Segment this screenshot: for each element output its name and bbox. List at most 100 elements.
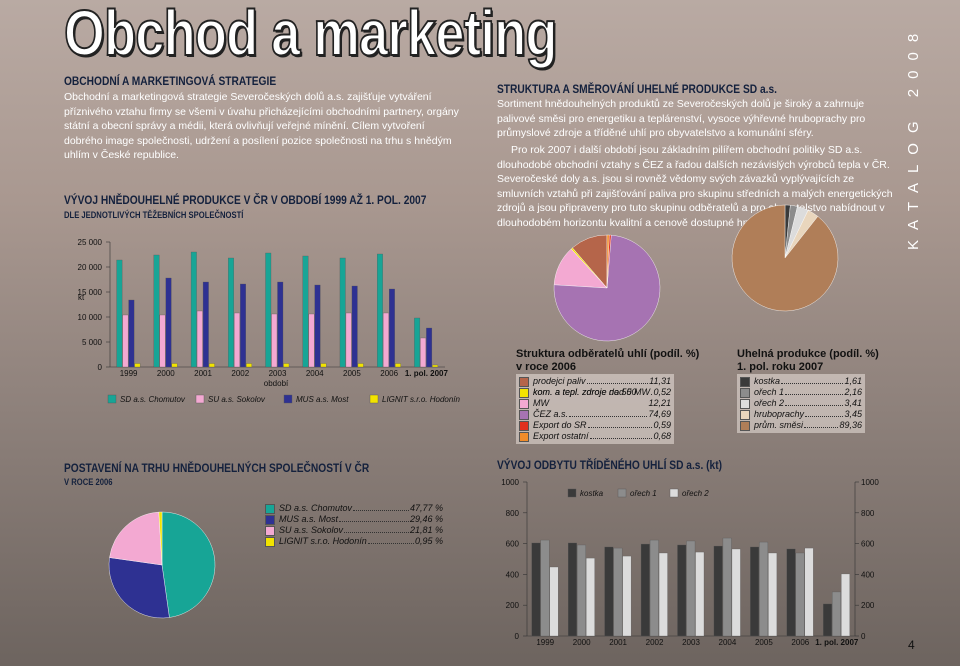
legend-item: kostka 1,61 (740, 376, 862, 387)
legend-swatch (617, 488, 627, 498)
legend-label: ČEZ a.s. (533, 409, 569, 419)
legend-item: ořech 1 2,16 (740, 387, 862, 398)
pie-slice (158, 511, 163, 566)
bar (308, 313, 315, 368)
bar (128, 299, 135, 368)
y-tick-label: 600 (506, 540, 520, 549)
bar (640, 543, 650, 637)
legend-value: 2,16 (844, 387, 862, 397)
legend-label: kom. a tepl. zdroje do 50 MW (533, 387, 651, 397)
legend-label: LIGNIT s.r.o. Hodonín (382, 395, 461, 404)
bar (677, 544, 687, 637)
bar (351, 285, 358, 368)
legend-value: 0,59 (653, 420, 671, 430)
legend-item: hruboprachy 3,45 (740, 409, 862, 420)
legend-item: SU a.s. Sokolov 21,81 % (265, 525, 443, 536)
legend-item: LIGNIT s.r.o. Hodonín 0,95 % (265, 536, 443, 547)
chart-title: POSTAVENÍ NA TRHU HNĚDOUHELNÝCH SPOLEČNO… (64, 461, 370, 475)
legend-swatch (369, 394, 379, 404)
legend-label: Export do SR (533, 420, 587, 430)
paragraph: Pro rok 2007 i další období jsou základn… (497, 144, 893, 229)
legend-label: LIGNIT s.r.o. Hodonín (279, 536, 367, 546)
legend-value: 11,31 (649, 376, 671, 386)
leader (589, 438, 653, 439)
bar (426, 327, 433, 368)
page-number: 4 (908, 638, 915, 652)
bar (786, 548, 796, 637)
chart-subtitle: V ROCE 2006 (64, 477, 113, 487)
paragraph: Sortiment hnědouhelných produktů ze Seve… (497, 98, 866, 139)
bar (549, 566, 559, 637)
section-heading: STRUKTURA A SMĚROVÁNÍ UHELNÉ PRODUKCE SD… (497, 82, 777, 96)
legend-value: 0,52 (653, 387, 671, 397)
legend-swatch (519, 431, 529, 442)
bar (159, 314, 166, 368)
y2-tick-label: 0 (861, 632, 866, 641)
bar (302, 255, 309, 368)
chart-title: Struktura odběratelů uhlí (podíl. %) (516, 348, 700, 360)
x-tick-label: 2000 (573, 638, 591, 647)
y-tick-label: 15 000 (78, 288, 103, 297)
x-tick-label: 2001 (194, 369, 212, 378)
legend-label: MUS a.s. Most (296, 395, 349, 404)
bar (540, 539, 550, 637)
legend-swatch (107, 394, 117, 404)
legend-label: hruboprachy (754, 409, 805, 419)
chart-subtitle: v roce 2006 (516, 361, 576, 373)
section-heading: OBCHODNÍ A MARKETINGOVÁ STRATEGIE (64, 74, 277, 88)
bar (228, 257, 234, 368)
x-tick-label: 2003 (682, 638, 700, 647)
leader (569, 416, 648, 417)
legend-swatch (567, 488, 577, 498)
legend: SD a.s. Chomutov 47,77 % MUS a.s. Most 29,4… (265, 503, 443, 547)
bar (823, 603, 832, 637)
x-tick-label: 2002 (646, 638, 664, 647)
x-tick-label: 2006 (791, 638, 809, 647)
leader (586, 383, 649, 384)
legend-label: ořech 2 (754, 398, 785, 408)
leader (344, 532, 409, 533)
x-tick-label: 1999 (120, 369, 138, 378)
bar (389, 288, 395, 368)
chart-subtitle: 1. pol. roku 2007 (737, 361, 824, 373)
legend-label: prodejci paliv (533, 376, 586, 386)
legend-value: 47,77 % (409, 503, 443, 513)
legend-swatch (519, 420, 529, 431)
legend-label: kom. a tepl. zdroje nad 50 MW (533, 387, 637, 408)
legend-label: Export ostatní (533, 431, 589, 441)
leader (785, 394, 844, 395)
legend-item: ČEZ a.s. 74,69 (519, 409, 671, 420)
legend-swatch (519, 398, 529, 409)
x-tick-label: 2006 (380, 369, 398, 378)
bar (283, 363, 290, 368)
leader (353, 510, 409, 511)
pie-slice (606, 234, 610, 289)
bar (586, 557, 595, 637)
legend-item: Export ostatní 0,68 (519, 431, 671, 442)
x-tick-label: 2001 (609, 638, 627, 647)
legend-item: prům. směsi 89,36 (740, 420, 862, 431)
bar (383, 312, 389, 368)
bar (208, 363, 215, 368)
y-tick-label: 800 (506, 509, 520, 518)
legend-label: kostka (580, 489, 604, 498)
legend-swatch (740, 409, 750, 420)
bar (134, 363, 141, 368)
legend-value: 3,41 (844, 398, 862, 408)
bar (314, 284, 321, 368)
x-tick-label: 2004 (719, 638, 737, 647)
chart-title: VÝVOJ ODBYTU TŘÍDĚNÉHO UHLÍ SD a.s. (kt) (497, 458, 722, 472)
legend-swatch (283, 394, 293, 404)
legend: kostka 1,61 ořech 1 2,16 ořech 2 3,41 hrubopra… (737, 374, 865, 433)
bar (577, 544, 586, 637)
bar (531, 542, 541, 637)
leader (367, 543, 414, 544)
paragraph: Obchodní a marketingová strategie Severo… (64, 91, 459, 161)
pie-slice (731, 204, 839, 312)
y2-tick-label: 200 (861, 601, 875, 610)
page-title: Obchod a marketing (63, 0, 558, 70)
y2-tick-label: 1000 (861, 478, 879, 487)
legend-item: kom. a tepl. zdroje do 50 MW 0,52 (519, 387, 671, 398)
bar (190, 251, 197, 368)
